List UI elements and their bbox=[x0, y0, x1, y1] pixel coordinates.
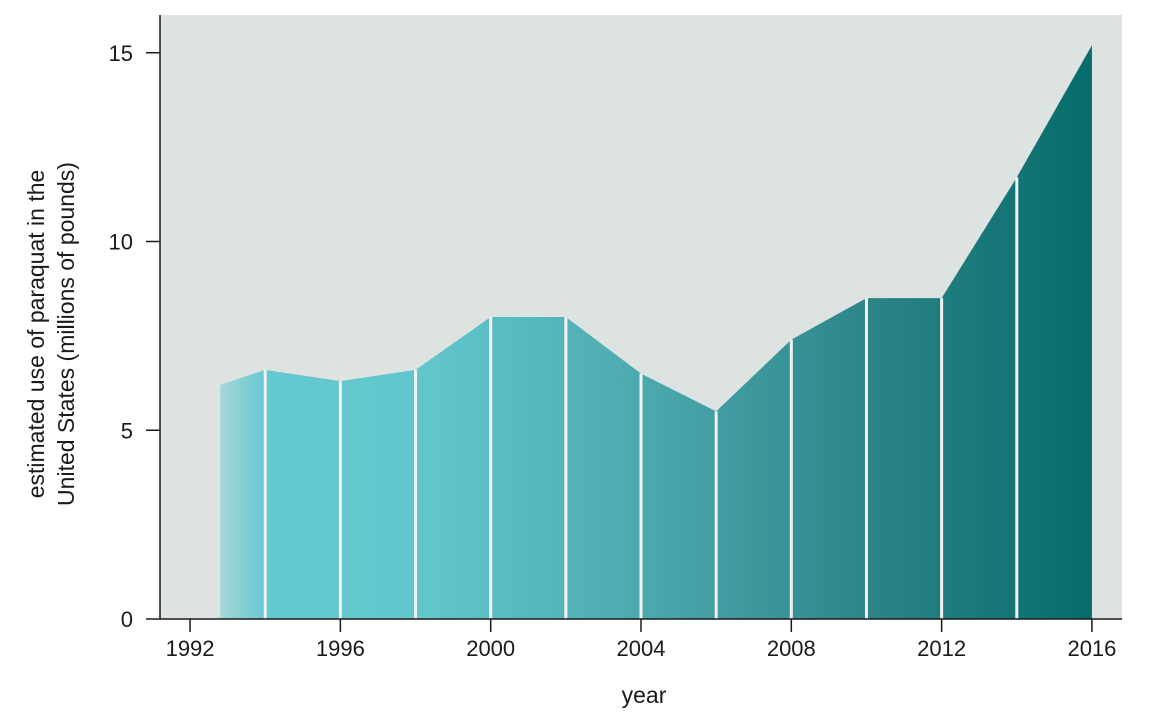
y-axis-title-line-2: United States (millions of pounds) bbox=[53, 162, 79, 506]
x-tick-label: 2000 bbox=[466, 636, 515, 661]
y-axis-title: estimated use of paraquat in the United S… bbox=[23, 162, 79, 506]
label-layer: 0 5 10 15 1992 1996 2000 2004 2008 2012 2016 year es… bbox=[23, 41, 1116, 708]
x-tick-label: 2016 bbox=[1067, 636, 1116, 661]
y-axis-title-line-1: estimated use of paraquat in the bbox=[23, 170, 49, 499]
separator-layer bbox=[263, 177, 1019, 619]
x-tick-label: 2012 bbox=[917, 636, 966, 661]
x-tick-label: 1992 bbox=[166, 636, 215, 661]
area-layer bbox=[220, 45, 1092, 619]
y-tick-label: 10 bbox=[109, 230, 133, 255]
x-axis-title: year bbox=[622, 682, 667, 708]
y-tick-label: 15 bbox=[109, 41, 133, 66]
axis-layer bbox=[146, 15, 1122, 632]
y-tick-label: 0 bbox=[121, 607, 133, 632]
x-tick-label: 2004 bbox=[617, 636, 666, 661]
y-tick-label: 5 bbox=[121, 418, 133, 443]
paraquat-use-area bbox=[220, 45, 1092, 619]
x-tick-label: 1996 bbox=[316, 636, 365, 661]
x-tick-label: 2008 bbox=[767, 636, 816, 661]
